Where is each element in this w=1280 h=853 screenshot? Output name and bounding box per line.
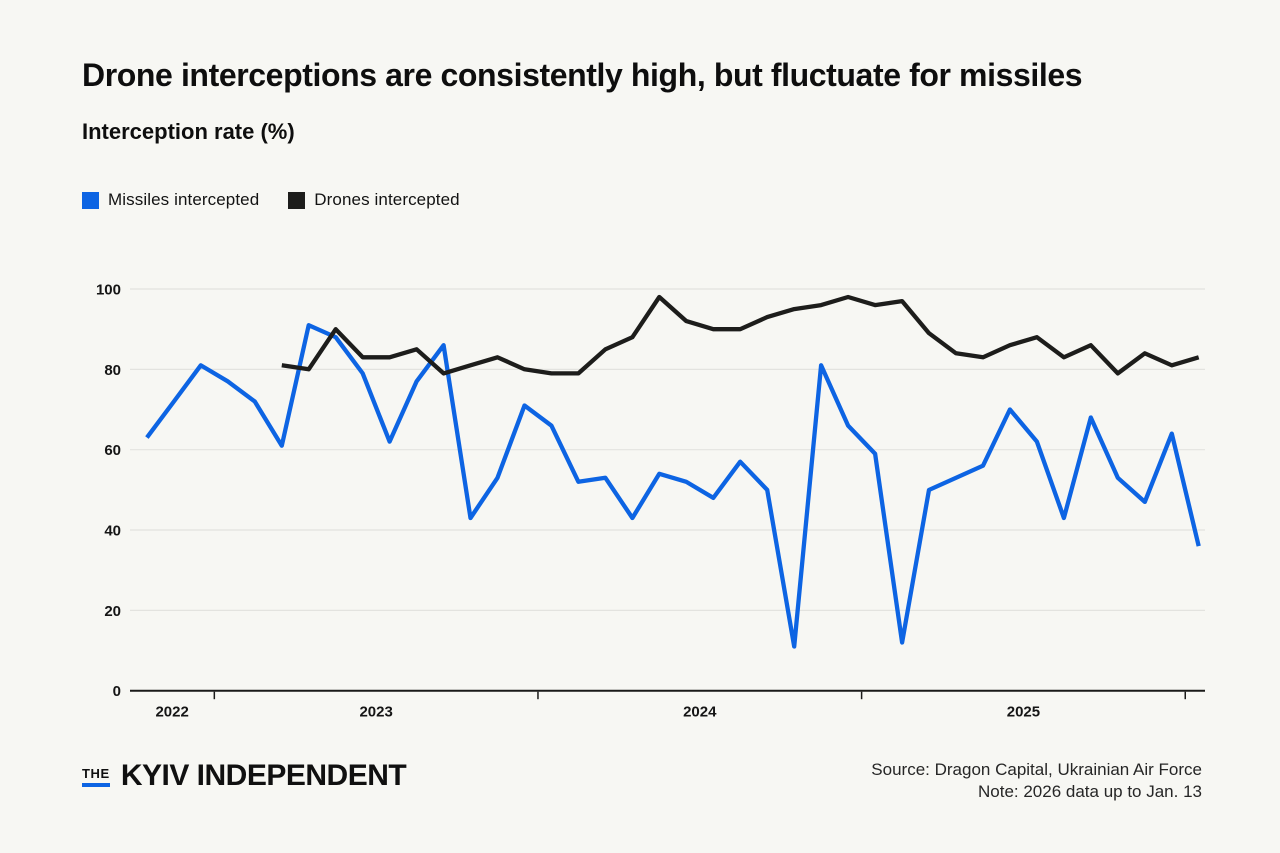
footer: THE KYIV INDEPENDENT Source: Dragon Capi… (82, 756, 1202, 802)
legend-item-drones: Drones intercepted (288, 190, 460, 210)
y-tick-label: 20 (104, 603, 121, 620)
logo-the-block: THE (82, 767, 110, 788)
drones-line (281, 294, 1200, 376)
y-tick-label: 80 (104, 362, 121, 379)
missiles-line (145, 323, 1201, 649)
logo-name-text: KYIV INDEPENDENT (120, 759, 407, 792)
legend-label-drones: Drones intercepted (314, 190, 460, 209)
chart-title: Drone interceptions are consistently hig… (82, 57, 1083, 93)
drones-color-swatch (288, 191, 306, 209)
kyiv-independent-logo: THE KYIV INDEPENDENT (82, 759, 407, 792)
chart-subtitle: Interception rate (%) (82, 119, 295, 144)
logo-blue-underline (82, 783, 110, 788)
x-year-label: 2023 (359, 704, 392, 721)
source-line: Source: Dragon Capital, Ukrainian Air Fo… (871, 760, 1202, 779)
missiles-color-swatch (82, 191, 99, 209)
source-block: Source: Dragon Capital, Ukrainian Air Fo… (871, 759, 1202, 802)
note-line: Note: 2026 data up to Jan. 13 (977, 781, 1202, 801)
x-year-label: 2024 (683, 704, 717, 721)
x-year-label: 2025 (1007, 704, 1040, 721)
logo-the-text: THE (82, 766, 110, 782)
y-tick-label: 40 (104, 523, 121, 540)
y-tick-label: 60 (104, 442, 121, 459)
y-tick-label: 100 (96, 282, 121, 299)
legend-item-missiles: Missiles intercepted (82, 190, 259, 210)
y-tick-label: 0 (113, 683, 121, 700)
legend-label-missiles: Missiles intercepted (108, 190, 260, 209)
x-year-label: 2022 (155, 704, 188, 721)
legend: Missiles intercepted Drones intercepted (82, 190, 460, 210)
